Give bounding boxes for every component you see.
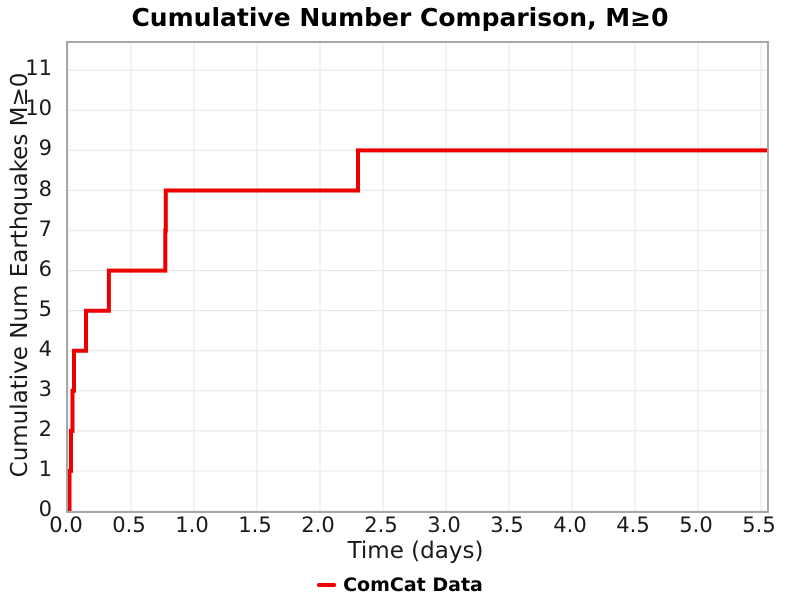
x-tick-label: 2.0 [301,513,335,537]
x-tick-label: 0.0 [49,513,83,537]
y-tick-label: 11 [25,56,52,81]
x-tick-label: 5.0 [679,513,713,537]
x-tick-label: 3.5 [490,513,524,537]
y-tick-label: 1 [38,456,52,481]
y-tick-label: 6 [38,256,52,281]
y-axis-ticks: 0 1 2 3 4 5 6 7 8 9 10 11 [0,41,60,521]
x-tick-label: 4.5 [616,513,650,537]
y-tick-label: 10 [25,96,52,121]
y-tick-label: 4 [38,336,52,361]
y-tick-label: 3 [38,376,52,401]
x-axis-ticks: 0.0 0.5 1.0 1.5 2.0 2.5 3.0 3.5 4.0 4.5 5.0 5.5 [49,513,775,541]
x-tick-label: 5.5 [742,513,776,537]
chart-title: Cumulative Number Comparison, M≥0 [131,3,669,32]
x-tick-label: 0.5 [112,513,146,537]
plot-area [66,41,769,513]
y-tick-label: 0 [38,497,52,521]
data-series-line [68,148,767,511]
x-tick-label: 1.0 [175,513,209,537]
y-tick-label: 2 [38,416,52,441]
legend-line-swatch [317,583,337,587]
legend-label: ComCat Data [343,574,483,596]
plot-svg [68,43,767,511]
x-tick-label: 1.5 [238,513,272,537]
x-tick-label: 3.0 [427,513,461,537]
legend: ComCat Data [0,571,800,599]
x-axis-label: Time (days) [347,538,484,564]
y-tick-label: 5 [38,296,52,321]
y-tick-label: 7 [38,216,52,241]
x-tick-label: 4.0 [553,513,587,537]
y-tick-label: 8 [38,176,52,201]
y-tick-label: 9 [38,136,52,161]
x-tick-label: 2.5 [364,513,398,537]
